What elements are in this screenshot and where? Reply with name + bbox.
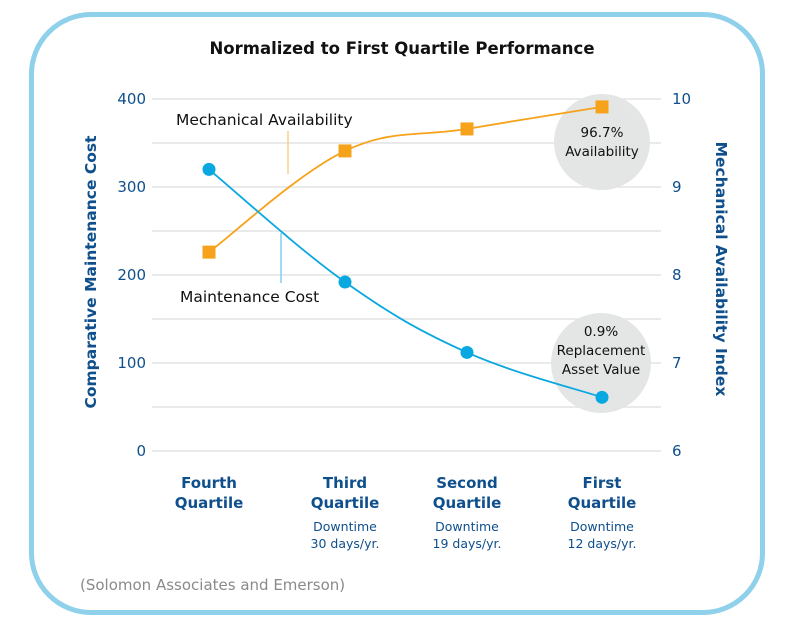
- data-point-mechanical-availability: [338, 144, 352, 158]
- left-tick-label: 0: [136, 442, 146, 460]
- annotation-bubbles: 96.7% Availability 0.9% Replacement Asset Va…: [551, 94, 651, 413]
- annotation-bubble: [554, 94, 650, 190]
- annotation-text: Replacement: [557, 343, 646, 359]
- source-note: (Solomon Associates and Emerson): [80, 576, 345, 594]
- annotation-text: 96.7%: [581, 125, 624, 141]
- x-axis-categories: Fourth Quartile Third Quartile Downtime 30 da…: [175, 474, 637, 551]
- chart-title: Normalized to First Quartile Performance: [209, 39, 594, 58]
- data-point-maintenance-cost: [460, 345, 474, 359]
- data-point-mechanical-availability: [595, 100, 609, 114]
- right-tick-label: 9: [672, 178, 682, 196]
- category-label: Quartile: [311, 494, 380, 512]
- series-line-mechanical-availability: [208, 106, 603, 253]
- series-label-mechanical-availability: Mechanical Availability: [176, 111, 353, 129]
- category-sublabel: Downtime: [313, 519, 377, 534]
- series-label-maintenance-cost: Maintenance Cost: [180, 288, 319, 306]
- category-label: Third: [323, 474, 367, 492]
- category-sublabel: 19 days/yr.: [433, 536, 502, 551]
- category-label: Quartile: [175, 494, 244, 512]
- data-point-maintenance-cost: [338, 275, 352, 289]
- label-leader-lines: [280, 131, 289, 283]
- category-label: Second: [436, 474, 498, 492]
- left-tick-label: 400: [117, 90, 146, 108]
- left-tick-label: 100: [117, 354, 146, 372]
- right-tick-label: 6: [672, 442, 682, 460]
- series-line-maintenance-cost: [208, 168, 603, 399]
- left-tick-label: 300: [117, 178, 146, 196]
- annotation-bubble: [551, 313, 651, 413]
- category-label: Fourth: [181, 474, 237, 492]
- data-point-maintenance-cost: [595, 390, 609, 404]
- right-tick-label: 8: [672, 266, 682, 284]
- data-point-mechanical-availability: [202, 245, 216, 259]
- annotation-text: 0.9%: [584, 324, 618, 340]
- category-sublabel: Downtime: [570, 519, 634, 534]
- annotation-text: Asset Value: [562, 362, 640, 378]
- left-axis-ticks: 0 100 200 300 400: [117, 90, 146, 460]
- category-sublabel: Downtime: [435, 519, 499, 534]
- right-axis-title: Mechanical Availability Index: [712, 142, 730, 397]
- data-point-mechanical-availability: [460, 122, 474, 136]
- category-sublabel: 12 days/yr.: [568, 536, 637, 551]
- category-label: Quartile: [568, 494, 637, 512]
- data-point-maintenance-cost: [202, 162, 216, 176]
- right-axis-ticks: 6 7 8 9 10: [672, 90, 691, 460]
- series-group: [202, 100, 609, 404]
- gridlines: [152, 98, 661, 452]
- left-axis-title: Comparative Maintenance Cost: [82, 135, 100, 409]
- category-label: First: [583, 474, 622, 492]
- category-label: Quartile: [433, 494, 502, 512]
- annotation-text: Availability: [565, 144, 639, 160]
- right-tick-label: 10: [672, 90, 691, 108]
- left-tick-label: 200: [117, 266, 146, 284]
- category-sublabel: 30 days/yr.: [311, 536, 380, 551]
- chart-frame: [29, 12, 765, 615]
- right-tick-label: 7: [672, 354, 682, 372]
